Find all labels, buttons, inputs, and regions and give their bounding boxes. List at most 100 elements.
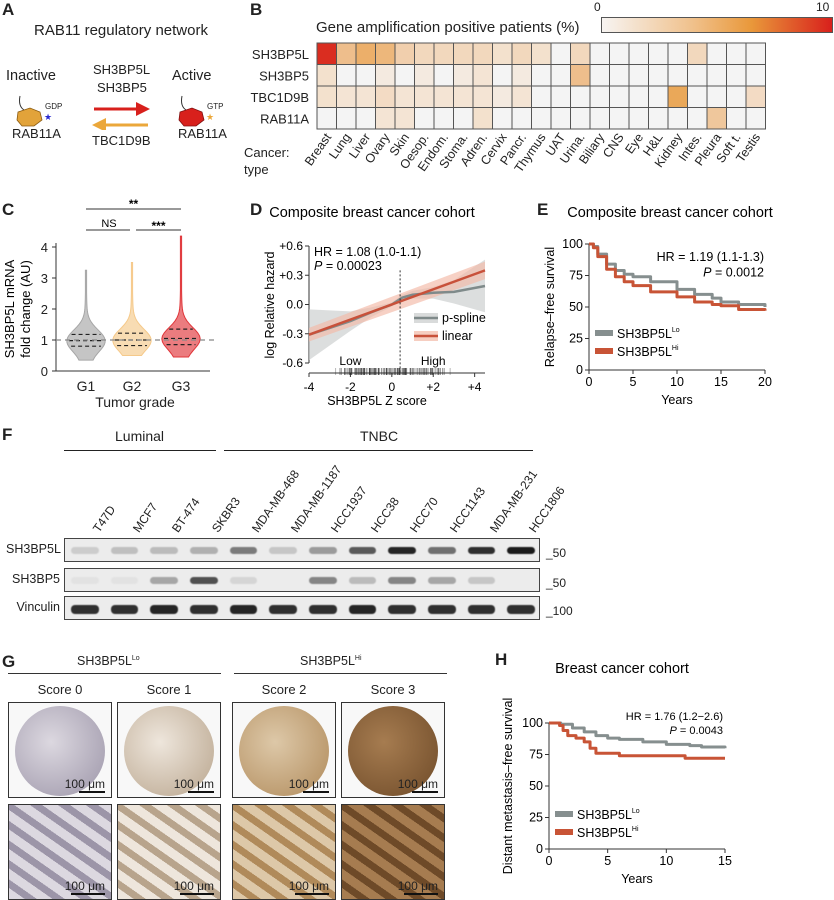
scale-bar-label: 100 μm (64, 879, 105, 893)
y-tick-label: 3 (41, 271, 48, 286)
blot-band (190, 605, 218, 614)
heatmap-cell (531, 64, 552, 87)
blot-band (388, 605, 416, 614)
heatmap-title: Gene amplification positive patients (%) (316, 19, 580, 36)
panel-b-letter: B (250, 0, 263, 19)
x-tick-label: 15 (718, 854, 732, 868)
legend-label: SH3BP5LLo (577, 808, 640, 822)
blot-band (348, 577, 377, 584)
group-luminal-label: Luminal (115, 428, 165, 444)
x-tick-label: G1 (77, 378, 96, 394)
cell-line-label: HCC1806 (526, 483, 568, 536)
sig-label: NS (101, 218, 116, 230)
heatmap-cell (531, 107, 552, 130)
panel-c-letter: C (2, 200, 15, 219)
score-label: Score 2 (261, 682, 307, 697)
heatmap-col-label: CNS (600, 131, 627, 161)
blot-band (507, 605, 535, 614)
heatmap-row-label: SH3BP5 (259, 68, 309, 83)
blot-band (467, 547, 496, 554)
y-tick-label: -0.3 (282, 327, 303, 341)
chart-title: Composite breast cancer cohort (567, 205, 773, 221)
heatmap-row-label: TBC1D9B (250, 90, 309, 105)
blot-row-label: SH3BP5 (12, 572, 60, 586)
heatmap-cell (511, 85, 532, 108)
tma-core-circle (348, 706, 438, 796)
x-tick-label: +4 (468, 380, 482, 394)
heatmap-cell (550, 64, 571, 87)
western-blot: T47D MCF7 BT-474 SKBR3 MDA-MB-468 MDA-MB-1187… (0, 455, 834, 635)
scale-bar-label: 100 μm (173, 777, 214, 791)
survival-curve-Hi (589, 242, 767, 312)
legend-sup: Lo (632, 808, 640, 815)
p-annotation: P = 0.0043 (669, 725, 723, 737)
gap-label-tbc1d9b: TBC1D9B (92, 133, 151, 148)
heatmap-cell (726, 85, 747, 108)
violin-G2 (112, 262, 152, 356)
group-lo-sup: Lo (131, 654, 140, 662)
scale-bar (188, 791, 214, 793)
panel-e-letter: E (537, 200, 549, 219)
blot-band (309, 547, 337, 554)
rab11-diagram: ★ ★ (16, 95, 214, 130)
gtp-star-icon: ★ (206, 112, 214, 122)
blot-band (388, 547, 416, 554)
y-tick-label: 50 (529, 779, 543, 793)
heatmap-cell (550, 85, 571, 108)
scale-bar-label: 100 μm (288, 879, 329, 893)
heatmap-row-label: SH3BP5L (252, 47, 309, 62)
heatmap-cell (687, 42, 708, 65)
inactive-label: Inactive (6, 68, 56, 84)
heatmap-cell (492, 64, 513, 87)
group-hi-sup: Hi (354, 654, 362, 662)
heatmap-cell (628, 107, 649, 130)
blot-band (309, 605, 337, 614)
tma-core-circle (124, 706, 214, 796)
legend-label: SH3BP5LHi (577, 826, 639, 840)
blot-band (428, 605, 456, 614)
tma-zoom-image: 100 μm (117, 804, 221, 900)
violin-G3 (161, 235, 201, 358)
gef-label-sh3bp5l: SH3BP5L (93, 62, 151, 77)
heatmap-cell (667, 64, 688, 87)
blot-band (348, 547, 377, 554)
x-axis-title: SH3BP5L Z score (327, 394, 427, 408)
heatmap-cell (609, 64, 630, 87)
x-tick-label: -4 (304, 380, 315, 394)
legend-label: linear (442, 329, 473, 343)
active-label: Active (172, 68, 212, 84)
heatmap-cell (687, 85, 708, 108)
y-tick-label: +0.6 (279, 239, 303, 253)
tma-zoom-image: 100 μm (8, 804, 112, 900)
gdp-star-icon: ★ (44, 112, 52, 122)
panel-h-letter: H (495, 650, 508, 669)
blot-band (190, 547, 218, 554)
chart-title: Composite breast cancer cohort (269, 205, 475, 221)
scale-bar (303, 791, 329, 793)
heatmap-chart: SH3BP5LSH3BP5TBC1D9BRAB11ABreastLungLive… (250, 42, 766, 175)
x-tick-label: -2 (345, 380, 356, 394)
heatmap-cell (628, 85, 649, 108)
heatmap-cell (550, 107, 571, 130)
scale-bar (412, 791, 438, 793)
y-tick-label: 0 (41, 364, 48, 379)
group-hi-label: SH3BP5LHi (300, 654, 362, 668)
y-tick-label: 100 (522, 716, 543, 730)
line-linear (308, 269, 486, 336)
mw-marker: _50 (546, 546, 567, 560)
blot-band (110, 547, 139, 554)
scale-bar (295, 893, 329, 895)
legend-label: SH3BP5LHi (617, 345, 679, 359)
cancer-type-axis-label: Cancer: type (244, 144, 290, 178)
gdp-label: GDP (45, 102, 63, 111)
x-tick-label: 0 (388, 380, 395, 394)
legend-name: SH3BP5L (577, 808, 632, 822)
y-axis-title-2: fold change (AU) (18, 260, 33, 358)
x-tick-label: 10 (670, 375, 684, 389)
x-axis-title: Years (621, 872, 653, 886)
y-tick-label: 75 (569, 269, 583, 283)
axis-label-line-1: Cancer: (244, 145, 290, 160)
group-tnbc-label: TNBC (360, 428, 399, 444)
rab11a-inactive-icon (16, 95, 43, 127)
blot-band (269, 547, 297, 554)
